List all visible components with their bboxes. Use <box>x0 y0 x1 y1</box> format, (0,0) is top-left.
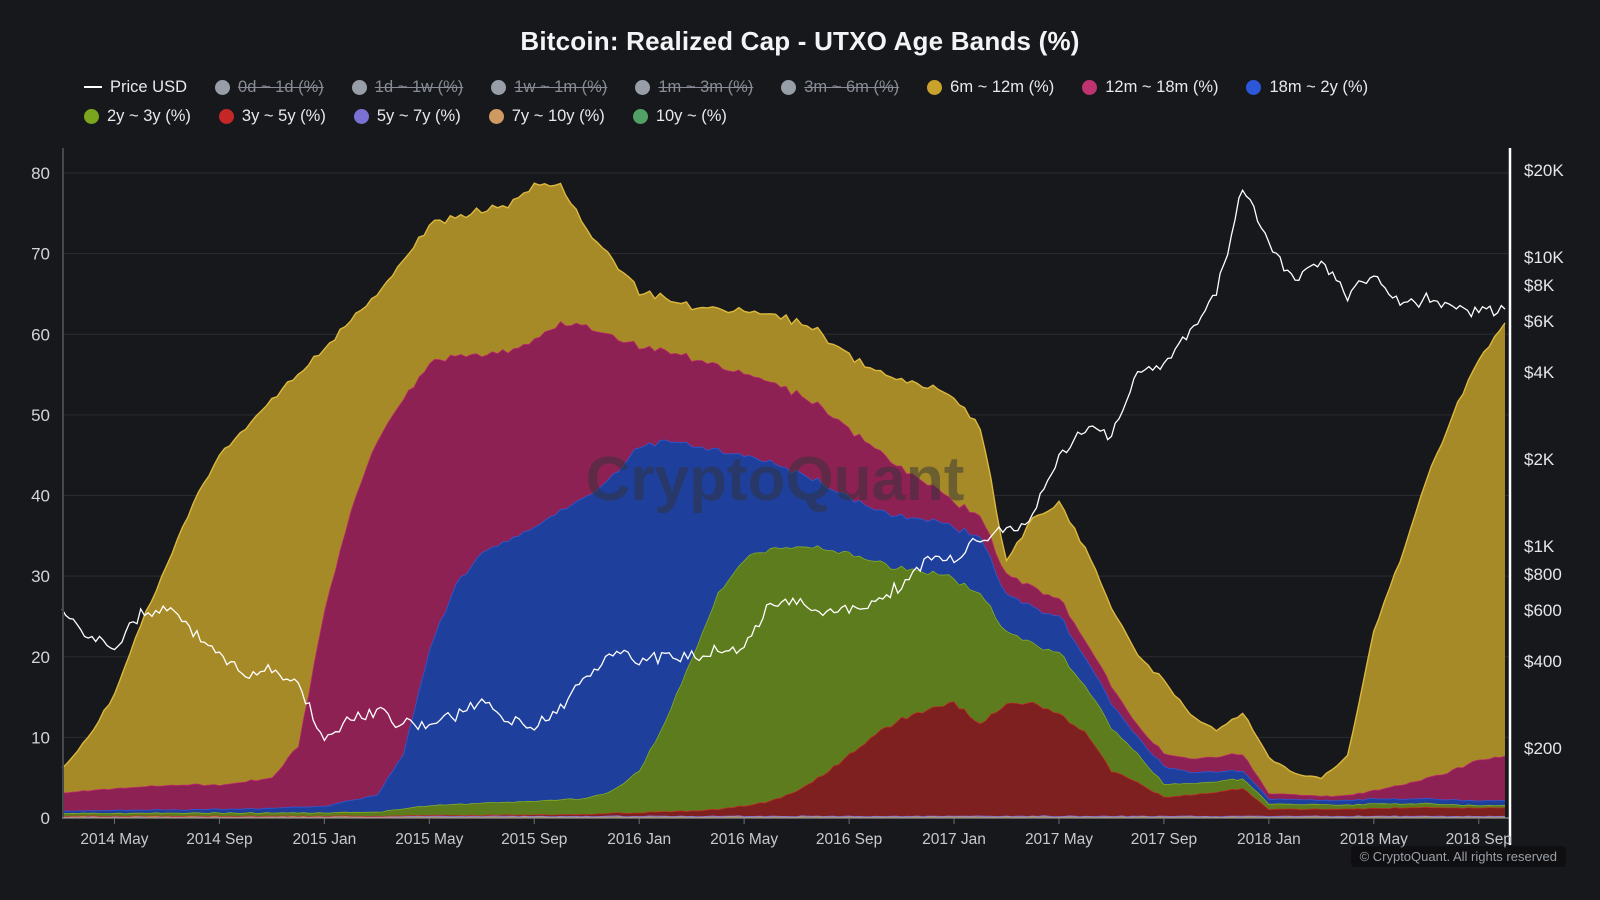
right-axis-tick-label: $2K <box>1524 450 1555 469</box>
legend-item-3y-5y[interactable]: 3y ~ 5y (%) <box>218 106 326 126</box>
x-axis-tick-label: 2014 Sep <box>186 831 252 848</box>
legend-item-3m-6m[interactable]: 3m ~ 6m (%) <box>781 78 899 97</box>
right-axis-tick-label: $200 <box>1524 739 1562 758</box>
legend-row-2: 2y ~ 3y (%) 3y ~ 5y (%) 5y ~ 7y (%) 7y ~ 10… <box>84 103 1560 129</box>
x-axis-tick-label: 2016 Jan <box>607 831 671 848</box>
area-18m-2y <box>62 439 1505 814</box>
copyright-footer: © CryptoQuant. All rights reserved <box>1350 846 1566 867</box>
legend-item-5y-7y[interactable]: 5y ~ 7y (%) <box>353 106 461 126</box>
left-axis-tick-label: 50 <box>31 406 50 425</box>
legend-item-label: 1m ~ 3m (%) <box>658 77 754 96</box>
legend-item-1m-3m[interactable]: 1m ~ 3m (%) <box>635 78 753 97</box>
legend-item-label: 1w ~ 1m (%) <box>514 77 608 96</box>
x-axis-tick-label: 2017 Sep <box>1131 831 1197 848</box>
price-usd-line <box>61 188 1506 742</box>
legend-row-1: Price USD 0d ~ 1d (%) 1d ~ 1w (%) 1w ~ 1m (… <box>84 74 1560 100</box>
3m-6m-dot-icon <box>781 79 797 95</box>
x-axis-tick-label: 2015 May <box>395 831 463 848</box>
x-axis-tick-label: 2018 Jan <box>1237 831 1301 848</box>
legend-item-label: 2y ~ 3y (%) <box>107 106 191 125</box>
legend-item-label: 3y ~ 5y (%) <box>241 106 326 125</box>
legend-item-label: 3m ~ 6m (%) <box>804 77 900 96</box>
x-axis-tick-label: 2017 Jan <box>922 831 986 848</box>
right-axis-tick-label: $400 <box>1524 652 1562 671</box>
page-title: Bitcoin: Realized Cap - UTXO Age Bands (… <box>520 26 1080 56</box>
left-axis-tick-label: 0 <box>41 809 50 828</box>
legend-item-label: 6m ~ 12m (%) <box>950 77 1055 96</box>
1m-3m-dot-icon <box>635 79 651 95</box>
x-axis-tick-label: 2016 May <box>710 831 778 848</box>
10y-dot-icon <box>632 108 648 124</box>
legend-item-18m-2y[interactable]: 18m ~ 2y (%) <box>1246 78 1368 97</box>
legend-item-label: 0d ~ 1d (%) <box>238 77 324 96</box>
legend: Price USD 0d ~ 1d (%) 1d ~ 1w (%) 1w ~ 1m (… <box>84 74 1560 129</box>
legend-item-label: Price USD <box>110 77 188 96</box>
legend-item-price-usd[interactable]: Price USD <box>84 78 187 97</box>
area-2y-3y <box>62 545 1505 817</box>
right-axis-tick-label: $10K <box>1524 248 1564 267</box>
legend-item-0d-1d[interactable]: 0d ~ 1d (%) <box>215 78 324 97</box>
0d-1d-dot-icon <box>215 79 231 95</box>
x-axis-labels: 2014 May 2014 Sep 2015 Jan 2015 May 2015 Sep… <box>80 818 1512 848</box>
legend-item-1d-1w[interactable]: 1d ~ 1w (%) <box>351 77 464 97</box>
legend-item-2y-3y[interactable]: 2y ~ 3y (%) <box>84 107 191 126</box>
price-line-icon <box>84 86 102 88</box>
right-axis-tick-label: $800 <box>1524 565 1562 584</box>
x-axis-tick-label: 2016 Sep <box>816 831 882 848</box>
5y-7y-dot-icon <box>353 108 369 124</box>
legend-item-1w-1m[interactable]: 1w ~ 1m (%) <box>491 78 607 97</box>
2y-3y-dot-icon <box>84 108 99 124</box>
left-axis-labels: 0 10 20 30 40 50 60 70 80 <box>31 164 50 828</box>
right-axis-tick-label: $1K <box>1524 537 1555 556</box>
x-axis-tick-label: 2018 Sep <box>1446 831 1512 848</box>
x-axis-tick-label: 2015 Sep <box>501 831 567 848</box>
legend-item-label: 7y ~ 10y (%) <box>511 106 605 125</box>
left-axis-tick-label: 60 <box>31 325 50 344</box>
legend-item-10y[interactable]: 10y ~ (%) <box>632 106 727 126</box>
right-axis-tick-label: $600 <box>1524 601 1562 620</box>
legend-item-12m-18m[interactable]: 12m ~ 18m (%) <box>1082 78 1218 97</box>
x-axis-tick-label: 2015 Jan <box>292 831 356 848</box>
right-axis-tick-label: $4K <box>1524 363 1555 382</box>
1w-1m-dot-icon <box>491 79 507 95</box>
legend-item-label: 5y ~ 7y (%) <box>376 106 461 125</box>
18m-2y-dot-icon <box>1246 79 1262 95</box>
right-axis-tick-label: $6K <box>1524 312 1555 331</box>
x-axis-tick-label: 2018 May <box>1340 831 1408 848</box>
area-12m-18m <box>62 321 1505 811</box>
3y-5y-dot-icon <box>218 108 234 124</box>
6m-12m-dot-icon <box>927 79 943 95</box>
legend-item-label: 12m ~ 18m (%) <box>1105 77 1219 96</box>
left-axis-tick-label: 40 <box>31 487 50 506</box>
watermark: CryptoQuant <box>586 445 965 514</box>
area-6m-12m <box>62 183 1505 797</box>
7y-10y-dot-icon <box>488 108 504 124</box>
left-axis-tick-label: 30 <box>31 567 50 586</box>
legend-item-7y-10y[interactable]: 7y ~ 10y (%) <box>488 106 605 126</box>
left-axis-tick-label: 10 <box>31 728 50 747</box>
area-edge-6m-12m <box>61 182 1506 780</box>
left-axis-tick-label: 20 <box>31 648 50 667</box>
legend-item-label: 10y ~ (%) <box>655 106 727 125</box>
right-axis-tick-label: $8K <box>1524 276 1555 295</box>
left-axis-tick-label: 80 <box>31 164 50 183</box>
area-edge-12m-18m <box>61 319 1506 798</box>
12m-18m-dot-icon <box>1082 79 1098 95</box>
right-axis-labels: $20K $10K $8K $6K $4K $2K $1K $800 $600 $400 $200 <box>1524 161 1564 758</box>
legend-item-6m-12m[interactable]: 6m ~ 12m (%) <box>927 78 1054 97</box>
left-axis-tick-label: 70 <box>31 245 50 264</box>
legend-item-label: 18m ~ 2y (%) <box>1269 77 1369 96</box>
1d-1w-dot-icon <box>351 79 367 95</box>
x-axis-tick-label: 2017 May <box>1025 831 1093 848</box>
legend-item-label: 1d ~ 1w (%) <box>374 77 464 96</box>
x-axis-tick-label: 2014 May <box>80 831 148 848</box>
area-3y-5y <box>62 701 1505 817</box>
right-axis-tick-label: $20K <box>1524 161 1564 180</box>
